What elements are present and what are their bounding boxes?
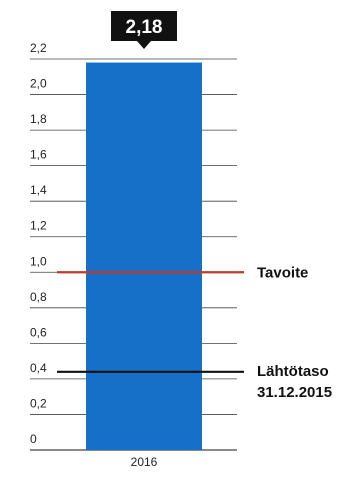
reference-label: 31.12.2015 [257, 384, 332, 401]
y-tick-label: 0,6 [30, 325, 47, 339]
data-label: 2,18 [126, 17, 163, 38]
bars [86, 62, 202, 451]
value-callouts: 2,18 [111, 11, 177, 49]
y-tick-label: 0,8 [30, 290, 47, 304]
y-tick-label: 1,0 [30, 254, 47, 268]
reference-lines: Tavoite Lähtötaso 31.12.2015 [57, 264, 332, 401]
y-tick-label: 1,8 [30, 112, 47, 126]
y-axis-tick-labels: 0 0,2 0,4 0,6 0,8 1,0 1,2 1,4 1,6 1,8 2,0 2,2 [30, 41, 47, 446]
y-tick-label: 1,4 [30, 183, 47, 197]
x-axis-category-labels: 2016 [131, 455, 158, 469]
y-tick-label: 1,2 [30, 219, 47, 233]
y-tick-label: 0,2 [30, 396, 47, 410]
value-callout: 2,18 [111, 11, 177, 49]
y-tick-label: 0,4 [30, 361, 47, 375]
callout-box [111, 11, 177, 41]
bar [86, 62, 202, 451]
y-tick-label: 0 [30, 432, 37, 446]
callout-pointer [137, 41, 151, 49]
reference-label: Lähtötaso [257, 363, 329, 380]
x-category-label: 2016 [131, 455, 158, 469]
y-tick-label: 2,0 [30, 77, 47, 91]
y-tick-label: 1,6 [30, 148, 47, 162]
y-tick-label: 2,2 [30, 41, 47, 55]
reference-label: Tavoite [257, 264, 308, 281]
